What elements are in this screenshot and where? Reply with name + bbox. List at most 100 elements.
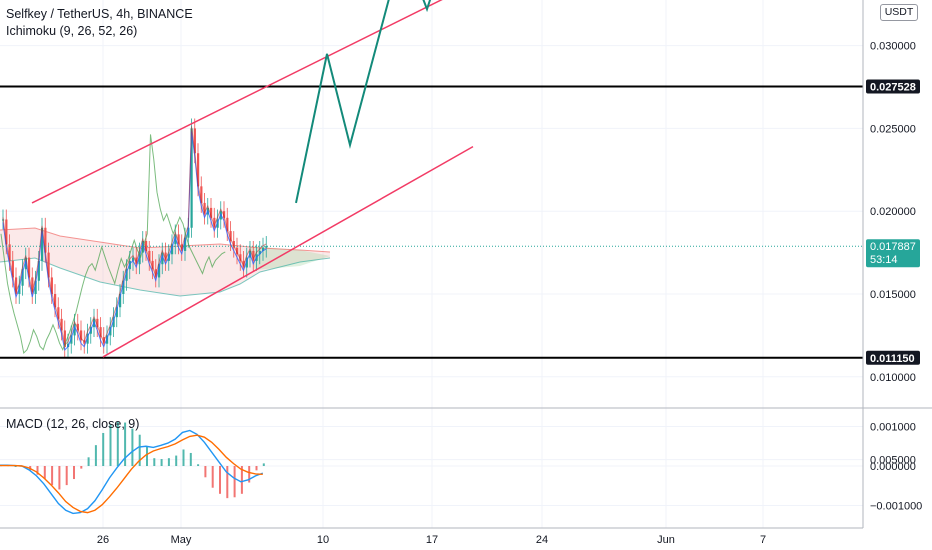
chart-legend: Selfkey / TetherUS, 4h, BINANCE Ichimoku… xyxy=(6,6,193,40)
currency-button[interactable]: USDT xyxy=(880,4,918,21)
macd-histogram-bar xyxy=(219,466,221,494)
candle-body xyxy=(76,323,79,331)
candle-body xyxy=(145,241,148,251)
macd-histogram-bar xyxy=(248,466,251,483)
macd-histogram-bar xyxy=(124,422,127,466)
candle-body xyxy=(262,247,265,251)
candle-body xyxy=(174,234,177,245)
macd-histogram-bar xyxy=(262,463,265,466)
candle-body xyxy=(210,207,213,218)
macd-histogram-bar xyxy=(116,421,119,466)
candle-body xyxy=(193,128,196,154)
macd-histogram-bar xyxy=(197,464,200,466)
macd-histogram-bar xyxy=(14,466,17,467)
macd-label[interactable]: MACD (12, 26, close, 9) xyxy=(6,417,140,431)
projection-path xyxy=(295,0,432,204)
candle-body xyxy=(18,285,21,294)
candle-body xyxy=(128,260,131,270)
candle-body xyxy=(99,327,102,338)
candle-body xyxy=(60,318,63,331)
candle-body xyxy=(41,227,44,261)
candle-body xyxy=(31,277,34,294)
time-tick-label: Jun xyxy=(657,534,675,546)
candle-body xyxy=(54,294,57,308)
macd-histogram-bar xyxy=(73,466,75,480)
time-tick-label: 7 xyxy=(760,534,766,546)
candle-body xyxy=(232,241,235,248)
macd-histogram-bar xyxy=(146,446,148,466)
ichimoku-label[interactable]: Ichimoku (9, 26, 52, 26) xyxy=(6,24,138,38)
time-tick-label: May xyxy=(171,534,192,546)
price-tick-label: 0.025000 xyxy=(870,123,916,135)
macd-histogram-bar xyxy=(189,452,192,466)
candle-body xyxy=(252,250,255,261)
candle-body xyxy=(109,327,112,336)
macd-histogram-bar xyxy=(109,424,112,466)
kijun-sen-line xyxy=(2,126,267,347)
candle-body xyxy=(5,219,8,245)
candle-body xyxy=(106,335,109,344)
macd-histogram-bar xyxy=(65,466,68,486)
macd-signal-line xyxy=(0,434,263,514)
candle-body xyxy=(119,294,122,308)
candle-body xyxy=(203,202,206,215)
candle-body xyxy=(216,219,219,228)
candle-body xyxy=(236,247,239,255)
macd-histogram-bar xyxy=(80,466,83,469)
macd-histogram-bar xyxy=(36,466,39,475)
senkou-span-a xyxy=(0,257,331,297)
candle-body xyxy=(50,277,53,294)
channel-upper-line xyxy=(31,0,443,204)
candle-body xyxy=(161,252,164,265)
candle-body xyxy=(8,244,11,261)
candle-body xyxy=(190,128,193,228)
candle-body xyxy=(11,260,14,278)
candle-body xyxy=(80,330,83,341)
macd-histogram-bar xyxy=(138,434,141,466)
macd-histogram-bar xyxy=(211,466,214,488)
price-tick-label: 0.015000 xyxy=(870,289,916,301)
candle-body xyxy=(197,153,200,187)
macd-histogram-bar xyxy=(160,459,163,466)
candle-body xyxy=(73,323,76,336)
channel-lower-line xyxy=(102,145,474,358)
time-tick-label: 10 xyxy=(317,534,329,546)
candle-body xyxy=(164,252,167,261)
macd-histogram-bar xyxy=(131,428,134,466)
countdown-label: 53:14 xyxy=(870,254,898,266)
candle-body xyxy=(15,277,18,294)
candle-body xyxy=(200,186,203,203)
candle-body xyxy=(57,307,60,319)
macd-histogram-bar xyxy=(153,458,156,466)
candle-body xyxy=(245,257,248,268)
price-tick-label: 0.030000 xyxy=(870,41,916,53)
macd-line xyxy=(0,429,264,515)
candle-body xyxy=(37,260,40,281)
candle-body xyxy=(86,333,89,344)
macd-histogram-bar xyxy=(255,466,258,471)
candle-body xyxy=(213,217,216,228)
candle-body xyxy=(122,280,125,294)
current-price-label: 0.017887 xyxy=(870,241,916,253)
candle-body xyxy=(125,269,128,281)
candle-body xyxy=(171,244,174,255)
candle-body xyxy=(226,217,229,232)
macd-histogram-bar xyxy=(175,455,178,466)
symbol-title[interactable]: Selfkey / TetherUS, 4h, BINANCE xyxy=(6,7,193,21)
candle-body xyxy=(44,227,47,253)
candle-body xyxy=(96,318,99,328)
senkou-span-b xyxy=(0,227,331,253)
candle-body xyxy=(177,234,180,245)
macd-tick-label: 0.000000 xyxy=(870,461,916,473)
tenkan-sen-line xyxy=(2,131,267,352)
candle-body xyxy=(158,264,161,278)
macd-histogram-bar xyxy=(204,466,207,478)
macd-histogram-bar xyxy=(51,466,54,486)
chikou-span-line xyxy=(0,134,226,355)
price-tick-label: 0.020000 xyxy=(870,206,916,218)
candle-body xyxy=(265,245,268,248)
candle-body xyxy=(21,269,24,286)
level-price-label: 0.027528 xyxy=(870,82,916,94)
candle-body xyxy=(187,227,190,238)
